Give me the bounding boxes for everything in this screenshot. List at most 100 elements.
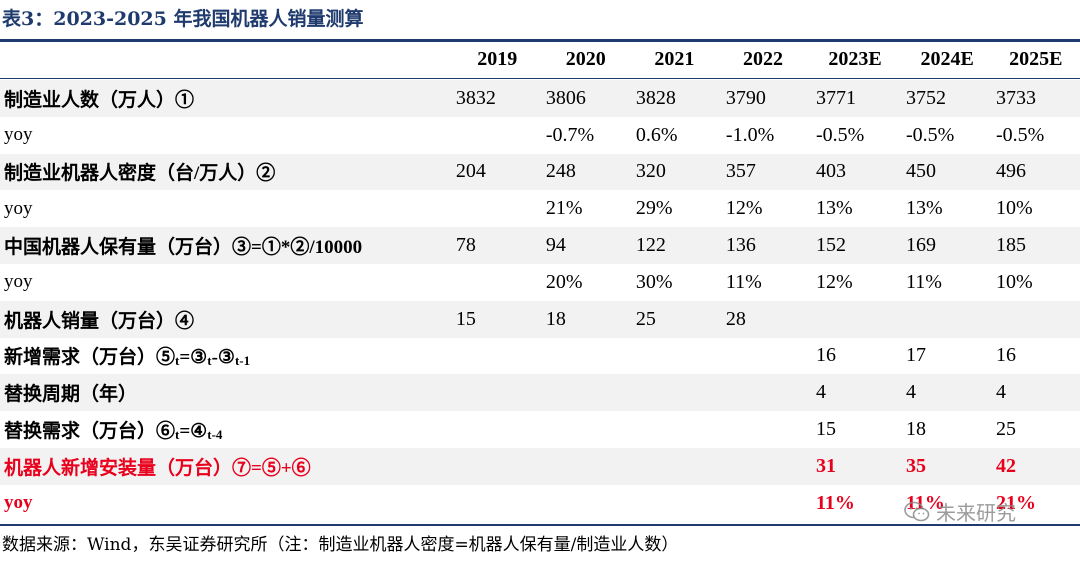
cell: 169 bbox=[905, 234, 936, 257]
data-table: 制造业人数（万人）① 3832 3806 3828 3790 3771 3752… bbox=[0, 80, 1080, 522]
cell: 11% bbox=[905, 270, 942, 293]
cell: 42 bbox=[996, 454, 1017, 477]
table-row: 机器人新增安装量（万台）⑦=⑤+⑥ 31 35 42 bbox=[0, 447, 1080, 485]
watermark: 未来研究 bbox=[904, 497, 1016, 526]
cell: -0.5% bbox=[815, 123, 865, 146]
header-year: 2019 bbox=[477, 48, 518, 70]
row-label: 中国机器人保有量（万台）③=①*②/10000 bbox=[4, 237, 363, 259]
wechat-icon bbox=[904, 501, 930, 521]
cell: 18 bbox=[905, 418, 926, 441]
table-row: 替换周期（年） 4 4 4 bbox=[0, 374, 1080, 412]
cell: -1.0% bbox=[725, 123, 775, 146]
table-row: 机器人销量（万台）④ 15 18 25 28 bbox=[0, 300, 1080, 338]
subscript: t-1 bbox=[234, 353, 251, 369]
cell: 16 bbox=[815, 344, 836, 367]
subscript: t bbox=[175, 353, 180, 369]
table-title: 表3：2023-2025 年我国机器人销量测算 bbox=[2, 8, 364, 30]
cell: 17 bbox=[905, 344, 926, 367]
cell: 3828 bbox=[635, 86, 676, 109]
cell: 496 bbox=[996, 160, 1027, 183]
row-label: yoy bbox=[4, 124, 33, 146]
cell: 30% bbox=[635, 270, 673, 293]
row-label: 替换需求（万台）⑥t=④t-4 bbox=[0, 416, 450, 443]
header-year: 2023E bbox=[828, 48, 882, 70]
table-row: 制造业人数（万人）① 3832 3806 3828 3790 3771 3752… bbox=[0, 80, 1080, 117]
row-label: yoy bbox=[4, 271, 33, 293]
cell: 15 bbox=[815, 418, 836, 441]
cell: 3806 bbox=[545, 86, 586, 109]
cell: 357 bbox=[725, 160, 756, 183]
cell: 3790 bbox=[725, 86, 766, 109]
table-row: yoy 20% 30% 11% 12% 11% 10% bbox=[0, 264, 1080, 301]
row-label-text: =④ bbox=[179, 421, 208, 443]
cell: 20% bbox=[545, 270, 583, 293]
row-label: 制造业机器人密度（台/万人）② bbox=[4, 163, 276, 185]
header-year: 2022 bbox=[742, 48, 783, 70]
cell: 4 bbox=[905, 381, 916, 404]
row-label-text: 新增需求（万台）⑤ bbox=[4, 347, 176, 369]
cell: 3771 bbox=[815, 86, 856, 109]
cell: 31 bbox=[815, 454, 836, 477]
row-label: 新增需求（万台）⑤t=③t-③t-1 bbox=[0, 342, 450, 369]
header-year: 2024E bbox=[920, 48, 974, 70]
cell: 10% bbox=[996, 270, 1033, 293]
cell: 4 bbox=[815, 381, 826, 404]
cell: 3752 bbox=[905, 86, 946, 109]
table-row: yoy 21% 29% 12% 13% 13% 10% bbox=[0, 190, 1080, 227]
row-label: 制造业人数（万人）① bbox=[4, 89, 195, 111]
cell: -0.7% bbox=[545, 123, 595, 146]
table-row: 中国机器人保有量（万台）③=①*②/10000 78 94 122 136 15… bbox=[0, 227, 1080, 264]
cell: 403 bbox=[815, 160, 846, 183]
row-label: 机器人新增安装量（万台）⑦=⑤+⑥ bbox=[4, 457, 311, 479]
top-rule bbox=[0, 39, 1080, 42]
cell: 152 bbox=[815, 234, 846, 257]
row-label: yoy bbox=[4, 197, 33, 219]
header-year: 2025E bbox=[1009, 48, 1063, 70]
cell: 94 bbox=[545, 234, 566, 257]
table-row: 制造业机器人密度（台/万人）② 204 248 320 357 403 450 … bbox=[0, 153, 1080, 191]
table-row: 新增需求（万台）⑤t=③t-③t-1 16 17 16 bbox=[0, 338, 1080, 375]
cell: 3733 bbox=[996, 86, 1037, 109]
cell: 204 bbox=[455, 160, 486, 183]
cell: 185 bbox=[996, 234, 1027, 257]
header-year: 2021 bbox=[654, 48, 695, 70]
row-label-text: -③ bbox=[211, 347, 235, 369]
cell: 25 bbox=[996, 418, 1017, 441]
header-year: 2020 bbox=[565, 48, 606, 70]
table-row: yoy -0.7% 0.6% -1.0% -0.5% -0.5% -0.5% bbox=[0, 117, 1080, 154]
cell: 28 bbox=[725, 307, 746, 330]
table-row: yoy 11% 11% 21% bbox=[0, 485, 1080, 522]
watermark-text: 未来研究 bbox=[936, 501, 1016, 525]
row-label-text: =③ bbox=[179, 347, 208, 369]
cell: 25 bbox=[635, 307, 656, 330]
cell: 10% bbox=[996, 197, 1033, 220]
cell: 12% bbox=[725, 197, 763, 220]
cell: 4 bbox=[996, 381, 1007, 404]
bottom-rule bbox=[0, 524, 1080, 526]
subscript: t bbox=[207, 353, 212, 369]
header-rule bbox=[0, 78, 1080, 79]
row-label: 机器人销量（万台）④ bbox=[4, 310, 195, 332]
cell: 122 bbox=[635, 234, 666, 257]
cell: 11% bbox=[815, 491, 855, 514]
row-label: yoy bbox=[4, 492, 33, 514]
row-label: 替换周期（年） bbox=[4, 384, 138, 406]
subscript: t-4 bbox=[207, 427, 223, 443]
table-row: 替换需求（万台）⑥t=④t-4 15 18 25 bbox=[0, 411, 1080, 448]
cell: 21% bbox=[545, 197, 583, 220]
cell: 11% bbox=[725, 270, 762, 293]
cell: 15 bbox=[455, 307, 476, 330]
cell: 320 bbox=[635, 160, 666, 183]
cell: -0.5% bbox=[996, 123, 1045, 146]
row-label-text: 替换需求（万台）⑥ bbox=[4, 421, 176, 443]
cell: 450 bbox=[905, 160, 936, 183]
cell: 18 bbox=[545, 307, 566, 330]
subscript: t bbox=[175, 427, 180, 443]
cell: 16 bbox=[996, 344, 1017, 367]
cell: 13% bbox=[905, 197, 943, 220]
cell: 35 bbox=[905, 454, 926, 477]
cell: 136 bbox=[725, 234, 756, 257]
cell: 21% bbox=[996, 491, 1037, 514]
table-header: 2019 2020 2021 2022 2023E 2024E 2025E bbox=[0, 42, 1080, 77]
cell: -0.5% bbox=[905, 123, 955, 146]
